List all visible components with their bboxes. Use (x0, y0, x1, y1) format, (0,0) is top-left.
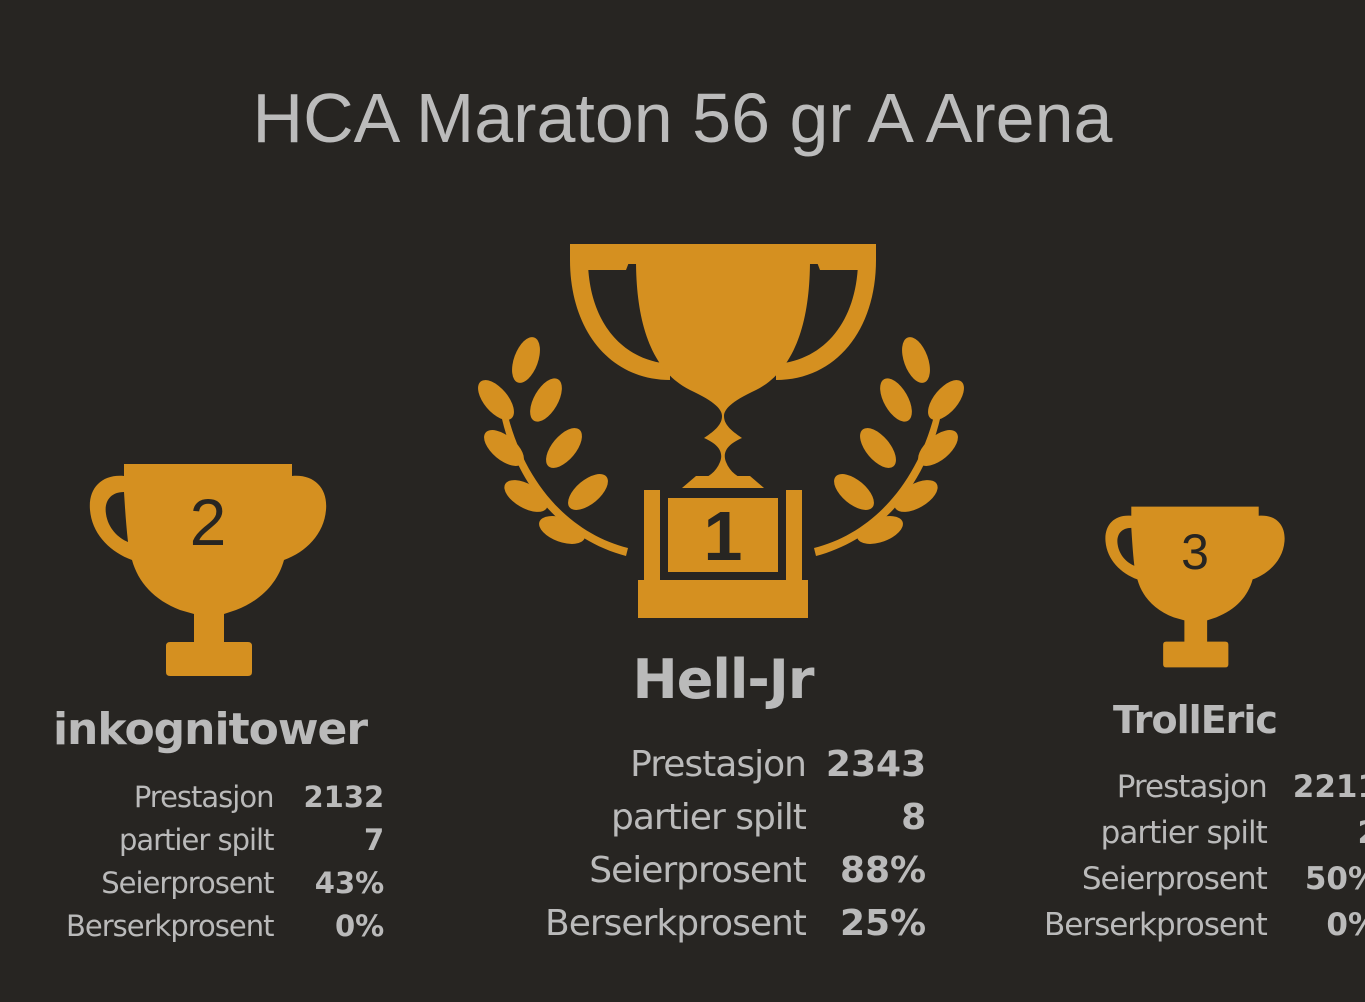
rank-number: 3 (1181, 524, 1209, 580)
stat-label: Seierprosent (589, 850, 807, 891)
stat-row: Berserkprosent 25% (545, 897, 926, 950)
stat-row: partier spilt2 (1044, 810, 1365, 856)
stat-label: partier spilt (610, 797, 807, 838)
stat-value: 25% (839, 903, 927, 944)
stat-label: Prestasjon (630, 744, 807, 785)
stat-row: partier spilt 8 (545, 791, 926, 844)
stat-row: Berserkprosent 0% (66, 905, 384, 948)
trophy-icon: 3 (1104, 505, 1286, 669)
player-stats: Prestasjon 2211 partier spilt2 Seierprose… (1044, 764, 1365, 948)
stat-label: Prestasjon (133, 780, 275, 814)
stat-row: Seierprosent 50% (1044, 856, 1365, 902)
player-stats: Prestasjon 2343 partier spilt 8 Seierprose… (545, 738, 926, 950)
rank-number: 1 (703, 497, 743, 575)
stat-row: Prestasjon 2132 (66, 776, 384, 819)
stat-value: 2211 (1292, 769, 1365, 805)
stat-value: 2132 (303, 780, 385, 814)
stat-value: 88% (839, 850, 927, 891)
stat-value: 2343 (825, 744, 927, 785)
stat-label: Berserkprosent (545, 903, 807, 944)
trophy-with-laurels-icon: 1 (476, 240, 966, 620)
page-title: HCA Maraton 56 gr A Arena (252, 79, 1113, 157)
stat-label: Berserkprosent (66, 909, 274, 943)
stat-value: 2 (1267, 810, 1365, 856)
stat-value: 8 (901, 797, 927, 838)
stat-label: Seierprosent (1081, 861, 1268, 897)
player-name[interactable]: Hell-Jr (632, 648, 815, 711)
player-name[interactable]: TrollEric (1113, 698, 1278, 742)
rank-number: 2 (189, 485, 227, 559)
stat-row: Berserkprosent 0% (1044, 902, 1365, 948)
stat-value: 50% (1304, 861, 1365, 897)
trophy-icon: 2 (88, 462, 328, 678)
stat-row: Seierprosent 88% (545, 844, 926, 897)
stat-label: partier spilt (1100, 815, 1268, 851)
player-stats: Prestasjon 2132 partier spilt 7 Seierprose… (66, 776, 384, 948)
stat-label: partier spilt (118, 823, 275, 857)
player-name[interactable]: inkognitower (52, 704, 368, 755)
stat-value: 7 (364, 823, 385, 857)
stat-row: Prestasjon 2343 (545, 738, 926, 791)
stat-value: 0% (1326, 907, 1365, 943)
stat-label: Seierprosent (101, 866, 274, 900)
stat-row: Seierprosent 43% (66, 862, 384, 905)
stat-row: partier spilt 7 (66, 819, 384, 862)
stat-label: Prestasjon (1116, 769, 1268, 805)
stat-row: Prestasjon 2211 (1044, 764, 1365, 810)
stat-value: 43% (314, 866, 385, 900)
stat-value: 0% (334, 909, 385, 943)
stat-label: Berserkprosent (1044, 907, 1268, 943)
